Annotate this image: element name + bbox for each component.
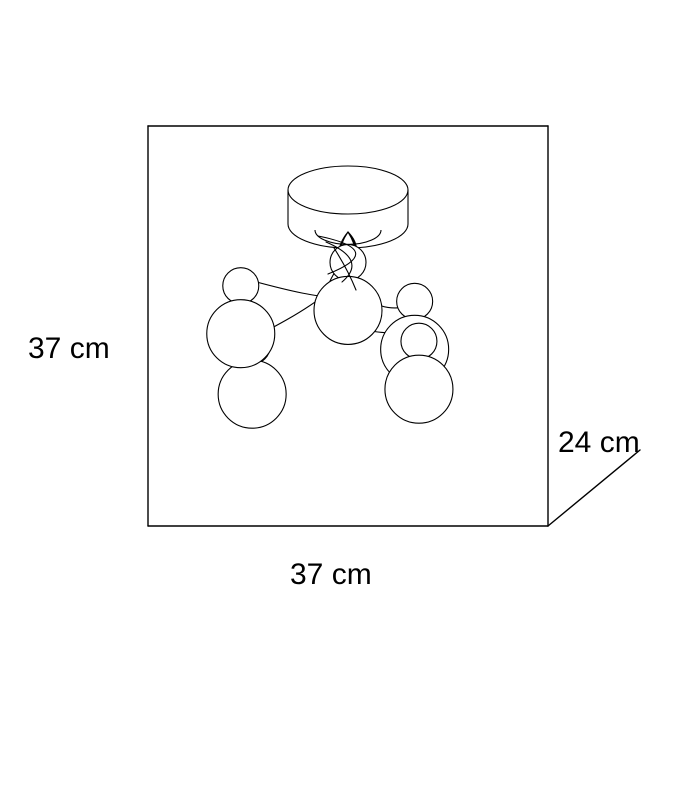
dim-depth-label: 24 cm — [558, 426, 640, 460]
frame-svg — [0, 0, 700, 800]
dim-height-label: 37 cm — [28, 332, 110, 366]
dimension-diagram: 37 cm 37 cm 24 cm — [0, 0, 700, 800]
dim-width-label: 37 cm — [290, 558, 372, 592]
